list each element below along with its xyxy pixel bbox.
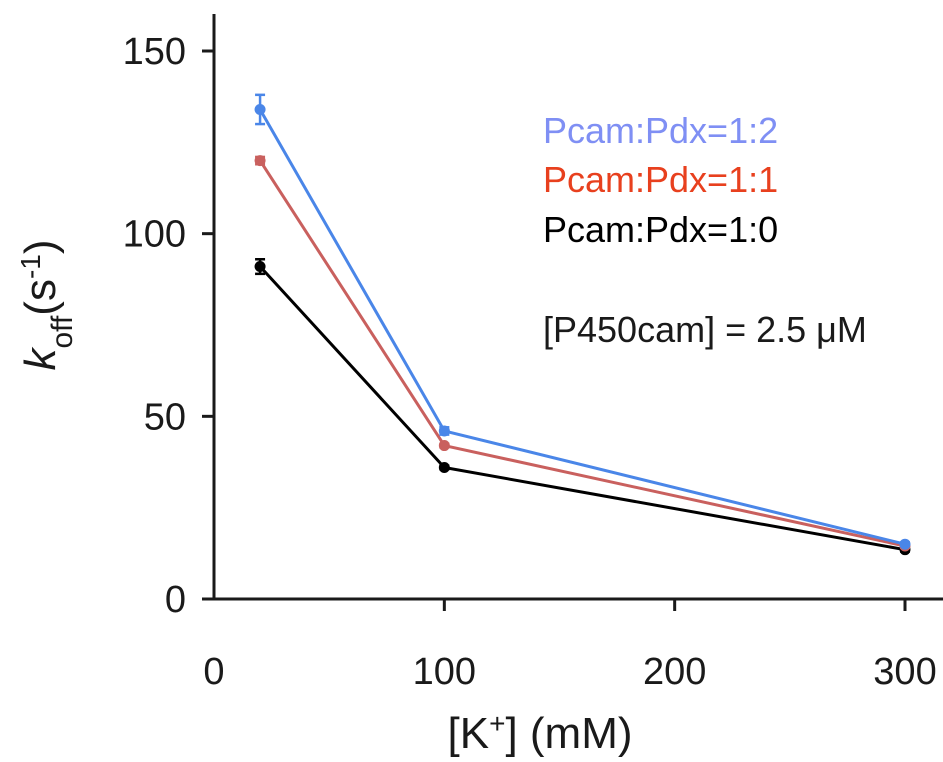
annotation-prefix: [P450cam] = 2.5: [543, 309, 816, 350]
x-tick-label: 200: [643, 651, 706, 693]
axes: [212, 14, 943, 601]
data-point: [438, 425, 450, 437]
x-tick-label: 0: [203, 651, 224, 693]
data-point: [438, 461, 450, 473]
data-point: [254, 261, 266, 273]
y-axis-title-sup: -1: [15, 254, 46, 279]
y-tick-label: 0: [165, 579, 186, 621]
legend: Pcam:Pdx=1:2 Pcam:Pdx=1:1 Pcam:Pdx=1:0: [543, 110, 778, 250]
y-axis-title-sub: off: [46, 315, 79, 348]
series-layer: [254, 93, 911, 556]
data-point: [438, 440, 450, 452]
x-axis-title: [K+] (mM): [448, 708, 633, 759]
legend-entry-2: Pcam:Pdx=1:1: [543, 159, 778, 200]
y-tick-label: 100: [123, 214, 186, 256]
x-tick-label: 100: [413, 651, 476, 693]
data-point: [254, 103, 266, 115]
ticks: 0 100 200 300 0 50 100 150: [123, 31, 937, 693]
annotation-mu: μ: [816, 309, 837, 350]
x-axis-title-prefix: [K: [448, 709, 490, 758]
y-tick-label: 50: [144, 396, 186, 438]
annotation-suffix: M: [837, 309, 867, 350]
concentration-annotation: [P450cam] = 2.5 μM: [543, 309, 867, 350]
series-1: [254, 93, 911, 550]
legend-entry-1: Pcam:Pdx=1:2: [543, 110, 778, 151]
x-axis-title-suffix: ] (mM): [505, 709, 632, 758]
data-point: [254, 155, 266, 167]
y-axis-title: koff(s-1): [15, 239, 79, 370]
y-axis-title-k: k: [16, 347, 65, 371]
x-tick-label: 300: [873, 651, 936, 693]
y-tick-label: 150: [123, 31, 186, 73]
y-axis-title-close: ): [16, 239, 65, 254]
legend-entry-3: Pcam:Pdx=1:0: [543, 209, 778, 250]
data-point: [899, 538, 911, 550]
x-axis-title-sup: +: [489, 708, 505, 739]
y-axis-title-paren: (s: [16, 279, 65, 316]
